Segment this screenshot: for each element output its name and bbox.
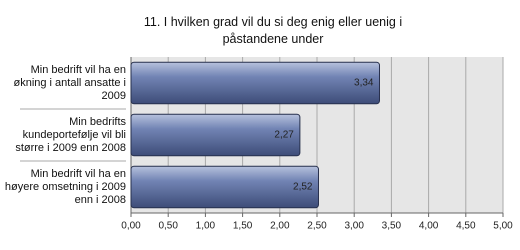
value-label: 3,34 (354, 78, 374, 89)
category-label: Min bedrift vil ha en økning i antall an… (13, 63, 126, 102)
x-tick-label: 1,50 (233, 221, 253, 232)
x-tick-label: 4,00 (419, 221, 439, 232)
value-label: 2,27 (274, 130, 294, 141)
x-tick-label: 5,00 (493, 221, 513, 232)
x-tick-label: 2,00 (270, 221, 290, 232)
x-tick-label: 3,00 (344, 221, 364, 232)
bar (130, 113, 301, 157)
category-label: Min bedrift vil ha en høyere omsetning i… (4, 167, 126, 206)
bar (130, 165, 319, 209)
x-tick-label: 0,00 (121, 221, 141, 232)
x-tick-label: 1,00 (196, 221, 216, 232)
x-tick-label: 3,50 (382, 221, 402, 232)
value-label: 2,52 (293, 182, 313, 193)
x-tick-label: 0,50 (158, 221, 178, 232)
chart-title: 11. I hvilken grad vil du si deg enig el… (143, 15, 403, 46)
bar (130, 61, 380, 105)
x-tick-label: 2,50 (307, 221, 327, 232)
x-tick-label: 4,50 (456, 221, 476, 232)
category-label: Min bedrifts kundeportefølje vil bli stø… (15, 115, 126, 154)
